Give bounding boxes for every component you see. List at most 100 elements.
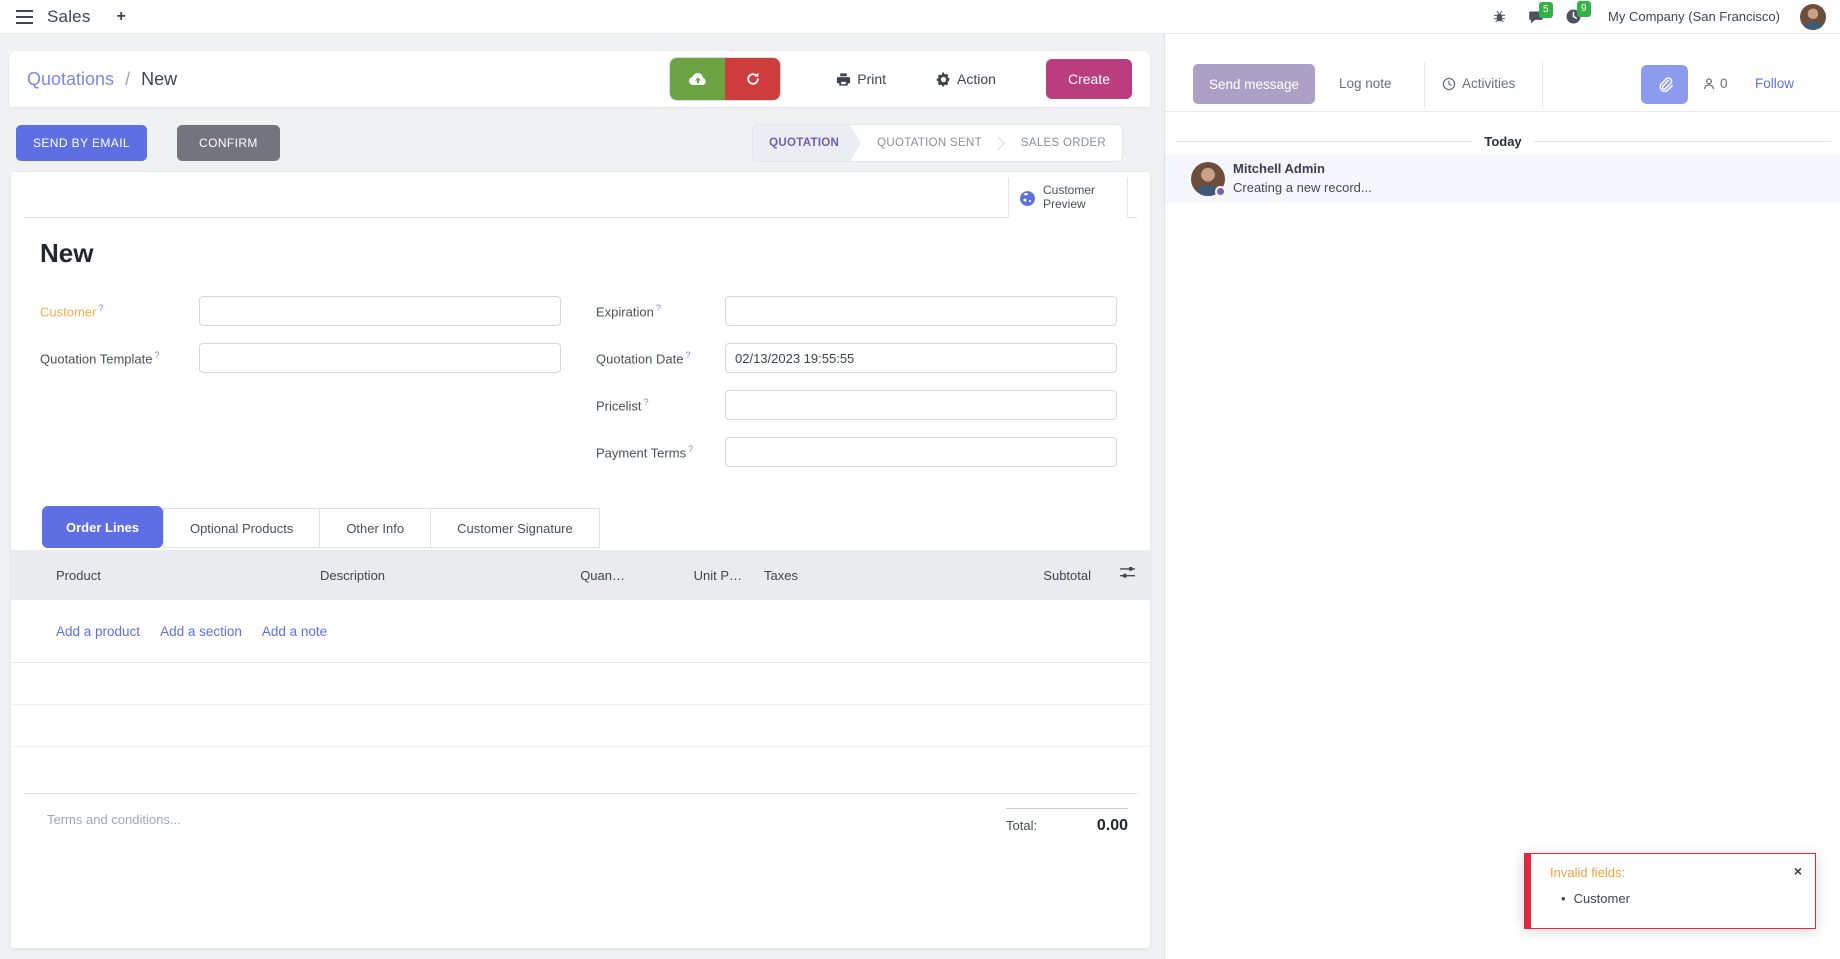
send-by-email-button[interactable]: SEND BY EMAIL xyxy=(16,125,148,161)
hamburger-menu-icon[interactable] xyxy=(16,9,33,24)
tab-order-lines[interactable]: Order Lines xyxy=(42,506,163,548)
quotation-template-input[interactable] xyxy=(199,343,561,373)
total-value: 0.00 xyxy=(1096,817,1128,834)
create-button[interactable]: Create xyxy=(1045,59,1132,99)
statusbar-row: SEND BY EMAIL CONFIRM QUOTATION QUOTATIO… xyxy=(9,123,1150,163)
today-divider: Today xyxy=(1165,134,1840,149)
cloud-upload-icon xyxy=(688,71,708,87)
help-icon[interactable]: ? xyxy=(98,302,104,313)
print-label: Print xyxy=(857,71,887,87)
top-navbar: Sales + 5 9 My Company (San Francisco) xyxy=(0,0,1840,34)
close-icon[interactable]: × xyxy=(1793,863,1802,879)
attachments-button[interactable] xyxy=(1641,65,1688,104)
pricelist-input[interactable] xyxy=(725,390,1117,420)
status-step-quotation[interactable]: QUOTATION xyxy=(753,125,861,161)
company-switcher[interactable]: My Company (San Francisco) xyxy=(1608,9,1780,24)
person-icon xyxy=(1702,77,1716,91)
tab-other-info[interactable]: Other Info xyxy=(320,508,432,548)
printer-icon xyxy=(836,72,851,87)
column-subtotal[interactable]: Subtotal xyxy=(1043,567,1091,583)
action-menu-button[interactable]: Action xyxy=(936,71,996,87)
expiration-input[interactable] xyxy=(725,296,1117,326)
column-product[interactable]: Product xyxy=(56,567,101,583)
message-author[interactable]: Mitchell Admin xyxy=(1233,161,1325,176)
optional-columns-icon[interactable] xyxy=(1119,564,1136,581)
invalid-fields-toast: Invalid fields: × • Customer xyxy=(1524,853,1816,929)
log-note-button[interactable]: Log note xyxy=(1339,76,1392,91)
total-label: Total: xyxy=(1006,818,1038,833)
customer-preview-button[interactable]: Customer Preview xyxy=(1008,178,1128,218)
column-description[interactable]: Description xyxy=(320,567,386,583)
quotation-template-label-row: Quotation Template? xyxy=(40,343,160,373)
tab-customer-signature[interactable]: Customer Signature xyxy=(431,508,600,548)
help-icon[interactable]: ? xyxy=(154,349,160,360)
help-icon[interactable]: ? xyxy=(643,396,649,407)
add-a-note-link[interactable]: Add a note xyxy=(261,623,328,639)
empty-order-line xyxy=(11,747,1150,789)
quotation-date-label: Quotation Date? xyxy=(596,349,691,367)
terms-and-conditions-input[interactable] xyxy=(47,812,567,872)
chatter-separator xyxy=(1542,62,1543,108)
stat-button-box: Customer Preview xyxy=(24,178,1137,218)
toast-title: Invalid fields: xyxy=(1550,865,1626,880)
activities-button[interactable]: Activities xyxy=(1442,76,1515,91)
quotation-date-label-row: Quotation Date? xyxy=(596,343,690,373)
app-name-sales[interactable]: Sales xyxy=(47,6,91,26)
sheet-footer: Total: 0.00 xyxy=(24,793,1137,923)
payment-terms-label: Payment Terms? xyxy=(596,443,694,461)
breadcrumb-quotations-link[interactable]: Quotations xyxy=(27,68,115,89)
user-avatar[interactable] xyxy=(1800,3,1826,30)
column-quantity[interactable]: Quan… xyxy=(580,567,625,583)
add-a-section-link[interactable]: Add a section xyxy=(160,623,242,639)
help-icon[interactable]: ? xyxy=(655,302,661,313)
message-body: Creating a new record... xyxy=(1233,180,1372,195)
print-button[interactable]: Print xyxy=(836,71,886,87)
followers-button[interactable]: 0 xyxy=(1702,76,1728,91)
chatter-topbar: Send message Log note Activities 0 Follo… xyxy=(1165,34,1840,112)
activities-clock-icon[interactable]: 9 xyxy=(1565,1,1591,25)
invalid-field-name: Customer xyxy=(1573,891,1630,906)
total-separator xyxy=(1006,808,1128,809)
empty-order-line xyxy=(11,663,1150,705)
column-unit-price[interactable]: Unit P… xyxy=(693,567,742,583)
confirm-button[interactable]: CONFIRM xyxy=(177,125,280,161)
save-discard-group xyxy=(670,58,781,100)
quotation-form-sheet: Customer Preview New Customer? Quotation… xyxy=(11,172,1150,948)
control-panel: Quotations / New xyxy=(9,51,1150,107)
customer-label: Customer? xyxy=(40,302,104,320)
today-label: Today xyxy=(1484,134,1522,149)
tab-optional-products[interactable]: Optional Products xyxy=(162,508,321,548)
messages-icon[interactable]: 5 xyxy=(1527,1,1553,25)
order-lines-header: Product Description Quan… Unit P… Taxes … xyxy=(11,550,1150,600)
navbar-left: Sales + xyxy=(0,7,126,27)
customer-field-label-row: Customer? xyxy=(40,296,103,326)
empty-order-line xyxy=(11,705,1150,747)
help-icon[interactable]: ? xyxy=(685,349,691,360)
pricelist-label: Pricelist? xyxy=(596,396,649,414)
status-step-sales-order[interactable]: SALES ORDER xyxy=(1020,137,1106,149)
add-tab-icon[interactable]: + xyxy=(116,7,126,25)
online-status-dot xyxy=(1215,186,1226,197)
gear-icon xyxy=(936,71,951,87)
undo-icon xyxy=(745,71,761,87)
divider-line xyxy=(1175,141,1473,142)
expiration-label: Expiration? xyxy=(596,302,661,320)
help-icon[interactable]: ? xyxy=(688,443,694,454)
debug-bug-icon[interactable] xyxy=(1492,9,1507,24)
column-taxes[interactable]: Taxes xyxy=(764,567,798,583)
send-message-button[interactable]: Send message xyxy=(1193,64,1316,104)
quotation-date-input[interactable] xyxy=(725,343,1117,373)
total-block: Total: 0.00 xyxy=(1006,808,1128,835)
discard-changes-button[interactable] xyxy=(725,58,781,100)
globe-icon xyxy=(1019,190,1036,207)
save-record-button[interactable] xyxy=(670,58,726,100)
status-step-quotation-sent[interactable]: QUOTATION SENT xyxy=(877,137,982,149)
messages-badge: 5 xyxy=(1539,1,1553,18)
payment-terms-input[interactable] xyxy=(725,437,1117,467)
customer-input[interactable] xyxy=(199,296,561,326)
expiration-label-row: Expiration? xyxy=(596,296,661,326)
add-a-product-link[interactable]: Add a product xyxy=(56,623,141,639)
chatter-message[interactable]: Mitchell Admin Creating a new record... xyxy=(1165,155,1840,203)
follow-button[interactable]: Follow xyxy=(1755,76,1795,91)
breadcrumb-separator: / xyxy=(125,68,131,89)
